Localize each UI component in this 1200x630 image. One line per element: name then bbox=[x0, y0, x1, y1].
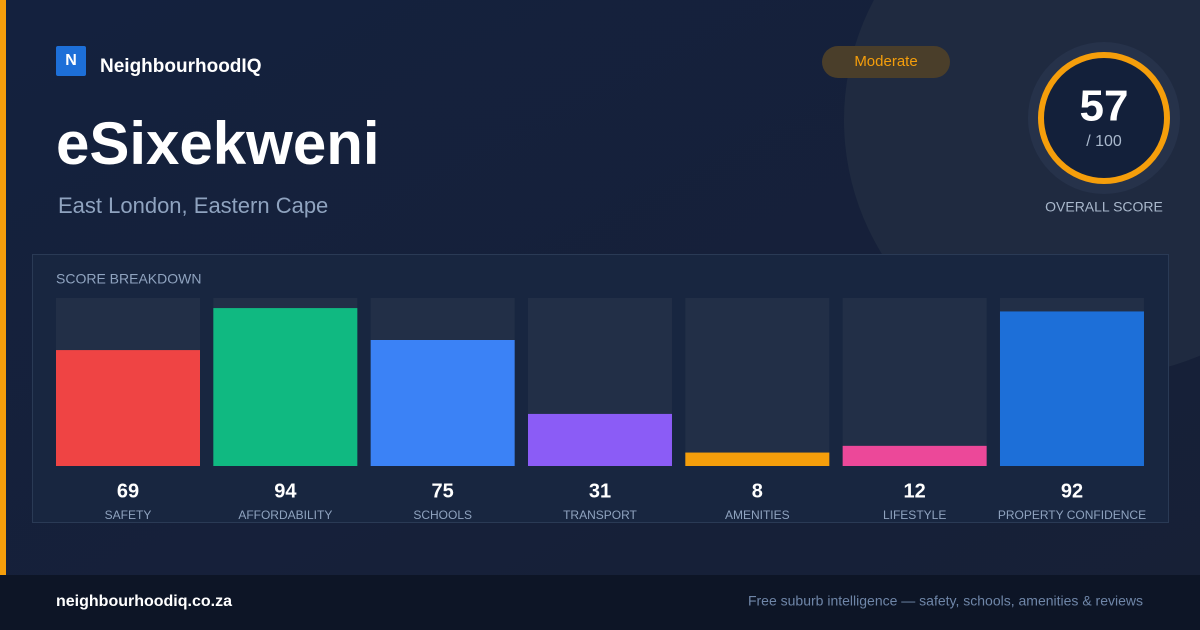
value-label: 31 bbox=[589, 480, 611, 502]
bar bbox=[685, 452, 830, 466]
category-label: SCHOOLS bbox=[413, 508, 472, 522]
badge-text: Moderate bbox=[854, 53, 917, 70]
footer-tagline: Free suburb intelligence — safety, schoo… bbox=[748, 593, 1143, 609]
bar-track bbox=[685, 298, 830, 466]
value-label: 92 bbox=[1061, 480, 1083, 502]
score-label: OVERALL SCORE bbox=[1045, 199, 1163, 215]
logo bbox=[56, 46, 86, 76]
bar bbox=[213, 308, 358, 466]
footer-site: neighbourhoodiq.co.za bbox=[56, 593, 232, 610]
value-label: 12 bbox=[904, 480, 926, 502]
value-label: 8 bbox=[752, 480, 763, 502]
badge bbox=[822, 46, 950, 78]
chart-title: SCORE BREAKDOWN bbox=[56, 271, 201, 287]
value-label: 75 bbox=[432, 480, 454, 502]
location: East London, Eastern Cape bbox=[58, 193, 328, 218]
category-label: AFFORDABILITY bbox=[238, 508, 332, 522]
bar-track bbox=[842, 298, 987, 466]
bar bbox=[842, 445, 987, 466]
value-label: 94 bbox=[274, 480, 297, 502]
score-max: / 100 bbox=[1086, 133, 1122, 150]
bar bbox=[370, 340, 515, 466]
category-label: TRANSPORT bbox=[563, 508, 637, 522]
category-label: AMENITIES bbox=[725, 508, 790, 522]
category-label: LIFESTYLE bbox=[883, 508, 946, 522]
bar bbox=[527, 413, 672, 466]
brand: NeighbourhoodIQ bbox=[100, 56, 261, 77]
bar bbox=[999, 311, 1144, 466]
suburb-title: eSixekweni bbox=[56, 110, 380, 177]
category-label: PROPERTY CONFIDENCE bbox=[998, 508, 1146, 522]
accent-stripe bbox=[0, 0, 6, 575]
overall-score: 57 bbox=[1080, 82, 1129, 131]
bar bbox=[56, 350, 200, 466]
category-label: SAFETY bbox=[105, 508, 152, 522]
gauge-ring bbox=[1038, 52, 1170, 184]
logo-letter: N bbox=[65, 52, 77, 69]
footer-bar bbox=[0, 575, 1200, 630]
value-label: 69 bbox=[117, 480, 139, 502]
